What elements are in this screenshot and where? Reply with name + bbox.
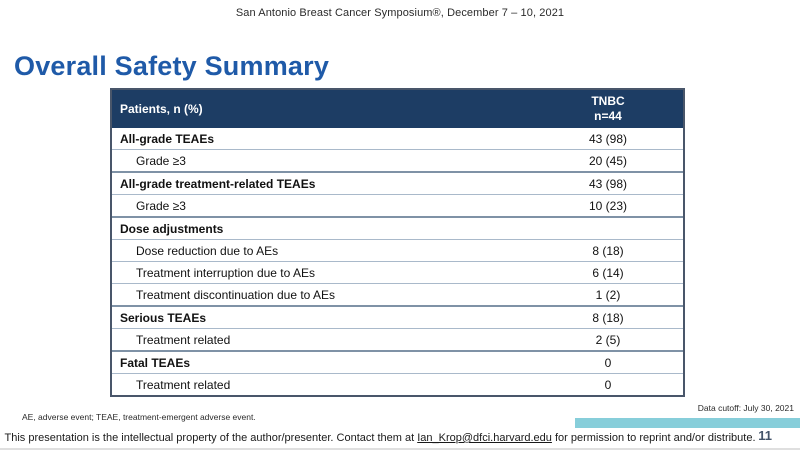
row-value: 43 (98) xyxy=(588,131,628,146)
column-header-tnbc-line2: n=44 xyxy=(594,109,622,123)
email-link[interactable]: Ian_Krop@dfci.harvard.edu xyxy=(417,432,552,444)
row-value: 0 xyxy=(604,377,612,392)
table-row: All-grade TEAEs 43 (98) xyxy=(112,128,683,149)
row-value: 20 (45) xyxy=(588,153,628,168)
column-header-tnbc: TNBC n=44 xyxy=(533,94,683,124)
row-label: Grade ≥3 xyxy=(136,153,186,168)
bottom-edge-divider xyxy=(0,448,800,450)
page-number: 11 xyxy=(758,428,772,443)
column-header-tnbc-line1: TNBC xyxy=(591,94,625,108)
row-label: Treatment related xyxy=(136,377,231,392)
row-value: 43 (98) xyxy=(588,176,628,191)
column-header-patients: Patients, n (%) xyxy=(120,102,203,116)
table-header-row: Patients, n (%) TNBC n=44 xyxy=(112,90,683,128)
safety-summary-table: Patients, n (%) TNBC n=44 All-grade TEAE… xyxy=(110,88,685,397)
row-label: Dose adjustments xyxy=(120,221,224,236)
row-label: Dose reduction due to AEs xyxy=(136,243,279,258)
table-row: Treatment interruption due to AEs 6 (14) xyxy=(112,261,683,283)
table-row: Grade ≥3 20 (45) xyxy=(112,149,683,171)
row-label: Grade ≥3 xyxy=(136,198,186,213)
table-row: Dose adjustments xyxy=(112,216,683,239)
table-row: Grade ≥3 10 (23) xyxy=(112,194,683,216)
table-row: Treatment related 0 xyxy=(112,373,683,395)
page-title: Overall Safety Summary xyxy=(14,51,330,82)
disclaimer-text: This presentation is the intellectual pr… xyxy=(0,432,760,444)
conference-header-note: San Antonio Breast Cancer Symposium®, De… xyxy=(235,7,565,19)
disclaimer-prefix: This presentation is the intellectual pr… xyxy=(4,432,418,444)
data-cutoff-note: Data cutoff: July 30, 2021 xyxy=(697,403,794,413)
table-row: Serious TEAEs 8 (18) xyxy=(112,305,683,328)
table-row: Treatment discontinuation due to AEs 1 (… xyxy=(112,283,683,305)
table-row: Treatment related 2 (5) xyxy=(112,328,683,350)
row-value: 10 (23) xyxy=(588,198,628,213)
disclaimer-suffix: for permission to reprint and/or distrib… xyxy=(551,432,756,444)
row-label: All-grade treatment-related TEAEs xyxy=(120,176,316,191)
row-value: 1 (2) xyxy=(595,287,621,302)
row-value: 2 (5) xyxy=(595,332,621,347)
row-value: 0 xyxy=(604,355,612,370)
abbreviations-footnote: AE, adverse event; TEAE, treatment-emerg… xyxy=(22,412,256,422)
row-value: 6 (14) xyxy=(592,265,624,280)
row-label: All-grade TEAEs xyxy=(120,131,215,146)
table-row: Dose reduction due to AEs 8 (18) xyxy=(112,239,683,261)
row-label: Treatment related xyxy=(136,332,231,347)
table-row: All-grade treatment-related TEAEs 43 (98… xyxy=(112,171,683,194)
row-value: 8 (18) xyxy=(592,243,624,258)
row-label: Treatment interruption due to AEs xyxy=(136,265,315,280)
teal-accent-bar xyxy=(575,418,800,428)
row-label: Serious TEAEs xyxy=(120,310,207,325)
row-value: 8 (18) xyxy=(592,310,624,325)
row-label: Fatal TEAEs xyxy=(120,355,191,370)
row-label: Treatment discontinuation due to AEs xyxy=(136,287,336,302)
table-row: Fatal TEAEs 0 xyxy=(112,350,683,373)
